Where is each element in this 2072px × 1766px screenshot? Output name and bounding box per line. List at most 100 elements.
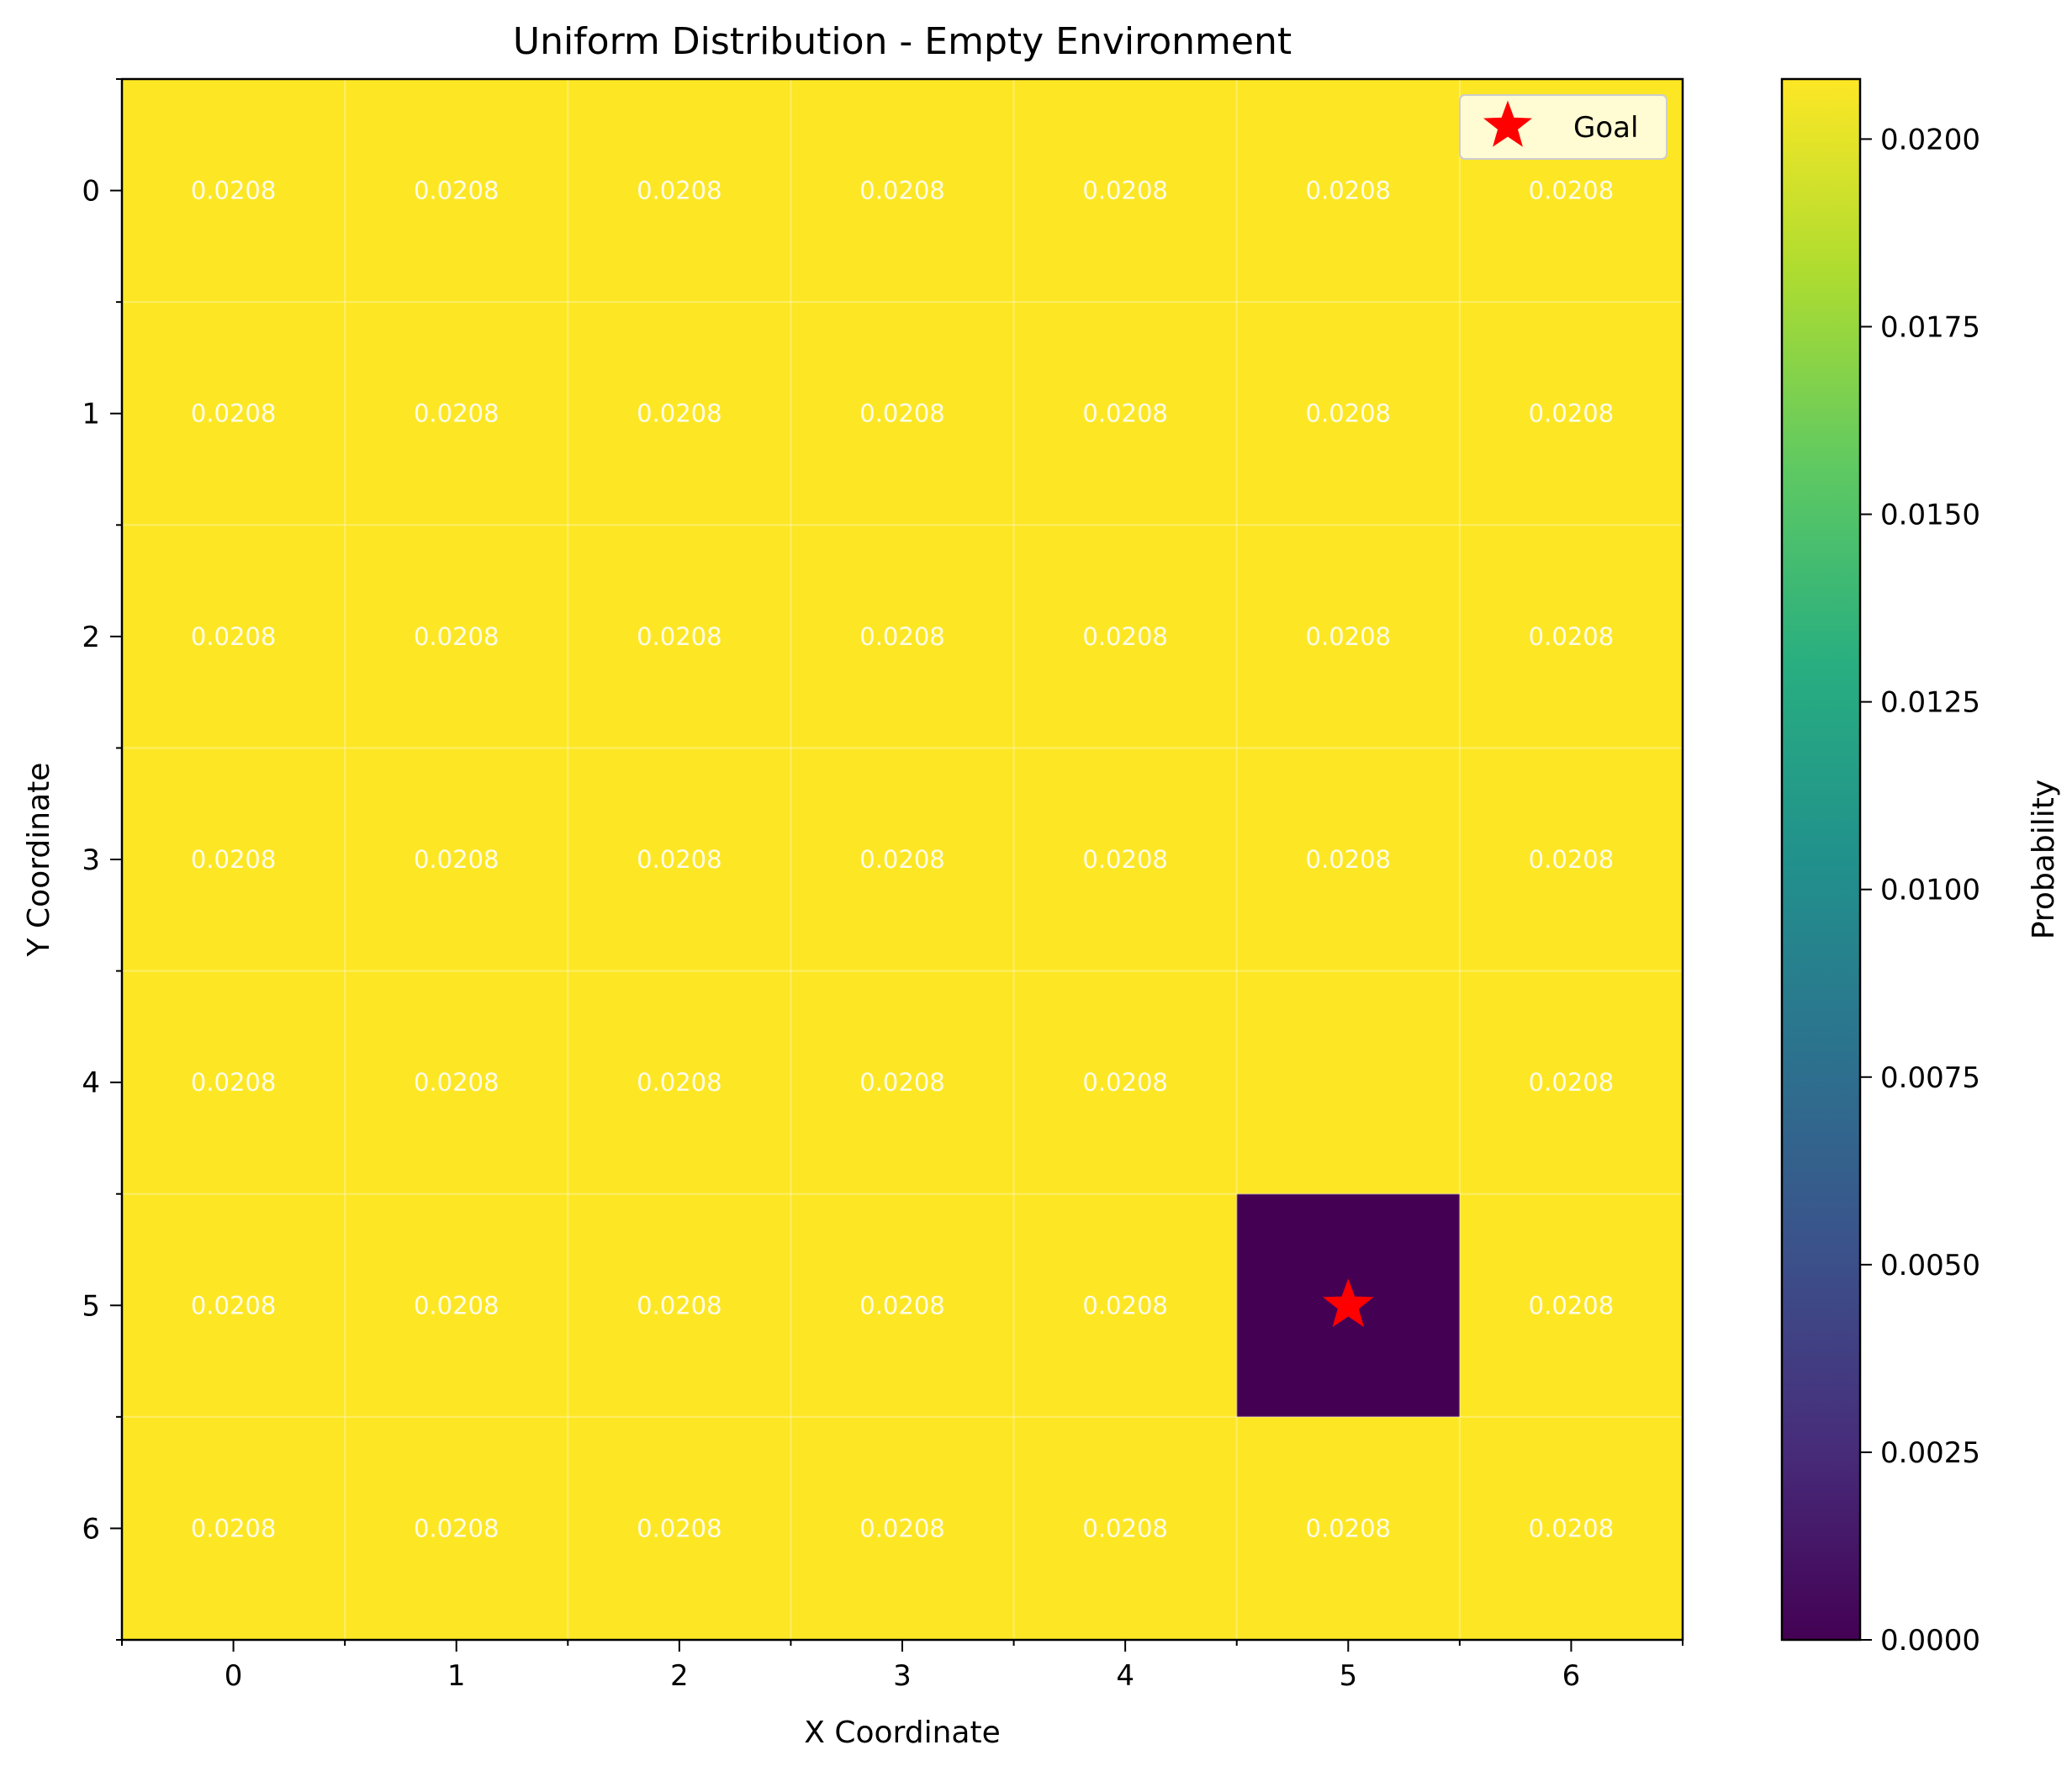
- heatmap-cell-1-6: [1459, 302, 1684, 526]
- cell-value-label-2-6: 0.0208: [1529, 622, 1614, 651]
- heatmap-cell-0-0: [122, 79, 346, 303]
- heatmap-cell-5-1: [345, 1193, 568, 1418]
- cell-value-label-2-5: 0.0208: [1306, 622, 1391, 651]
- heatmap-cell-1-4: [1013, 302, 1238, 526]
- x-tick-label: 2: [670, 1659, 689, 1693]
- y-axis: 0 1 2 3 4 5 6: [82, 78, 122, 1641]
- goal-star-icon: [1322, 1278, 1374, 1328]
- x-axis: 0 1 2 3 4 5 6: [121, 1640, 1684, 1693]
- cell-value-label-4-0: 0.0208: [191, 1068, 276, 1097]
- cell-value-label-2-1: 0.0208: [414, 622, 499, 651]
- heatmap-cell-4-4: [1013, 970, 1238, 1195]
- heatmap-cell-4-6: [1459, 970, 1684, 1195]
- heatmap-cell-6-4: [1013, 1416, 1238, 1641]
- cell-value-label-0-0: 0.0208: [191, 177, 276, 205]
- cell-value-label-3-2: 0.0208: [637, 845, 722, 874]
- cell-value-label-3-4: 0.0208: [1082, 845, 1167, 874]
- heatmap-cell-6-1: [345, 1416, 568, 1641]
- heatmap-cell-1-0: [122, 302, 346, 526]
- y-tick-label: 6: [82, 1512, 100, 1546]
- x-tick-label: 4: [1116, 1659, 1134, 1693]
- y-tick-label: 2: [82, 621, 100, 654]
- cell-value-label-3-3: 0.0208: [859, 845, 944, 874]
- cell-value-label-1-5: 0.0208: [1306, 399, 1391, 428]
- heatmap-cell-4-5: [1236, 970, 1461, 1195]
- colorbar-label: Probability: [2027, 780, 2061, 939]
- heatmap-cell-4-3: [790, 970, 1015, 1195]
- heatmap-cell-3-3: [790, 748, 1015, 972]
- heatmap-cell-5-6: [1459, 1193, 1684, 1418]
- colorbar-tick-label: 0.0075: [1880, 1061, 1980, 1095]
- y-tick-label: 4: [82, 1066, 100, 1100]
- colorbar-tick-label: 0.0025: [1880, 1436, 1980, 1470]
- cell-value-label-3-0: 0.0208: [191, 845, 276, 874]
- legend: Goal: [1459, 94, 1668, 160]
- heatmap-cell-2-5: [1236, 525, 1461, 748]
- cell-value-label-4-3: 0.0208: [859, 1068, 944, 1097]
- cell-value-label-1-4: 0.0208: [1082, 399, 1167, 428]
- x-tick-label: 6: [1562, 1659, 1581, 1693]
- x-tick-label: 5: [1339, 1659, 1357, 1693]
- heatmap-cell-1-3: [790, 302, 1015, 526]
- colorbar-tick-label: 0.0100: [1880, 874, 1980, 907]
- cell-value-label-6-5: 0.0208: [1306, 1514, 1391, 1542]
- cell-value-label-2-3: 0.0208: [859, 622, 944, 651]
- cell-value-label-1-1: 0.0208: [414, 399, 499, 428]
- y-tick-label: 3: [82, 843, 100, 877]
- x-tick-label: 1: [447, 1659, 466, 1693]
- colorbar-tick-label: 0.0150: [1880, 499, 1980, 532]
- heatmap-cell-2-4: [1013, 525, 1238, 748]
- heatmap-cell-0-4: [1013, 79, 1238, 303]
- heatmap-cell-1-5: [1236, 302, 1461, 526]
- colorbar-ticks: 0.0000 0.0025 0.0050 0.0075 0.0100 0.0125 0.01…: [1860, 123, 1980, 1658]
- cell-value-label-3-5: 0.0208: [1306, 845, 1391, 874]
- cell-value-label-0-3: 0.0208: [859, 177, 944, 205]
- y-tick-label: 0: [82, 175, 100, 209]
- cell-value-label-2-4: 0.0208: [1082, 622, 1167, 651]
- heatmap-cell-2-0: [122, 525, 346, 748]
- cell-value-label-5-3: 0.0208: [859, 1291, 944, 1319]
- colorbar-tick-label: 0.0200: [1880, 123, 1980, 156]
- cell-value-label-4-2: 0.0208: [637, 1068, 722, 1097]
- colorbar: [1780, 77, 1862, 1642]
- cell-value-label-0-6: 0.0208: [1529, 177, 1614, 205]
- cell-value-label-5-0: 0.0208: [191, 1291, 276, 1319]
- heatmap-cell-4-0: [122, 970, 346, 1195]
- cell-value-label-1-2: 0.0208: [637, 399, 722, 428]
- heatmap-cell-2-2: [568, 525, 791, 748]
- x-tick-label: 3: [893, 1659, 912, 1693]
- cell-value-label-0-4: 0.0208: [1082, 177, 1167, 205]
- y-tick-label: 1: [82, 398, 100, 431]
- heatmap-cell-0-2: [568, 79, 791, 303]
- cell-value-label-2-0: 0.0208: [191, 622, 276, 651]
- x-tick-label: 0: [225, 1659, 243, 1693]
- colorbar-tick-label: 0.0000: [1880, 1624, 1980, 1658]
- heatmap-cell-2-3: [790, 525, 1015, 748]
- heatmap-cell-2-1: [345, 525, 568, 748]
- heatmap-cell-3-6: [1459, 748, 1684, 972]
- colorbar-tick-label: 0.0050: [1880, 1249, 1980, 1282]
- legend-goal-star-icon: [1483, 100, 1532, 147]
- heatmap-cell-0-1: [345, 79, 568, 303]
- heatmap-cell-3-4: [1013, 748, 1238, 972]
- cell-value-label-5-4: 0.0208: [1082, 1291, 1167, 1319]
- cell-value-label-5-2: 0.0208: [637, 1291, 722, 1319]
- x-axis-label: X Coordinate: [804, 1716, 1000, 1750]
- cell-value-label-4-1: 0.0208: [414, 1068, 499, 1097]
- heatmap-cell-6-2: [568, 1416, 791, 1641]
- legend-goal-label: Goal: [1573, 111, 1638, 145]
- cell-value-label-3-6: 0.0208: [1529, 845, 1614, 874]
- cell-value-label-1-6: 0.0208: [1529, 399, 1614, 428]
- heatmap-cells: [122, 79, 1684, 1641]
- heatmap-cell-labels: 0.0208 0.0208 0.0208 0.0208 0.0208 0.0208 0.02…: [191, 177, 1614, 1543]
- y-tick-label: 5: [82, 1289, 100, 1323]
- cell-value-label-1-3: 0.0208: [859, 399, 944, 428]
- heatmap-cell-4-2: [568, 970, 791, 1195]
- heatmap-cell-0-5: [1236, 79, 1461, 303]
- cell-value-label-6-3: 0.0208: [859, 1514, 944, 1542]
- cell-value-label-3-1: 0.0208: [414, 845, 499, 874]
- heatmap-cell-1-1: [345, 302, 568, 526]
- colorbar-tick-label: 0.0125: [1880, 686, 1980, 720]
- cell-value-label-2-2: 0.0208: [637, 622, 722, 651]
- heatmap-cell-6-3: [790, 1416, 1015, 1641]
